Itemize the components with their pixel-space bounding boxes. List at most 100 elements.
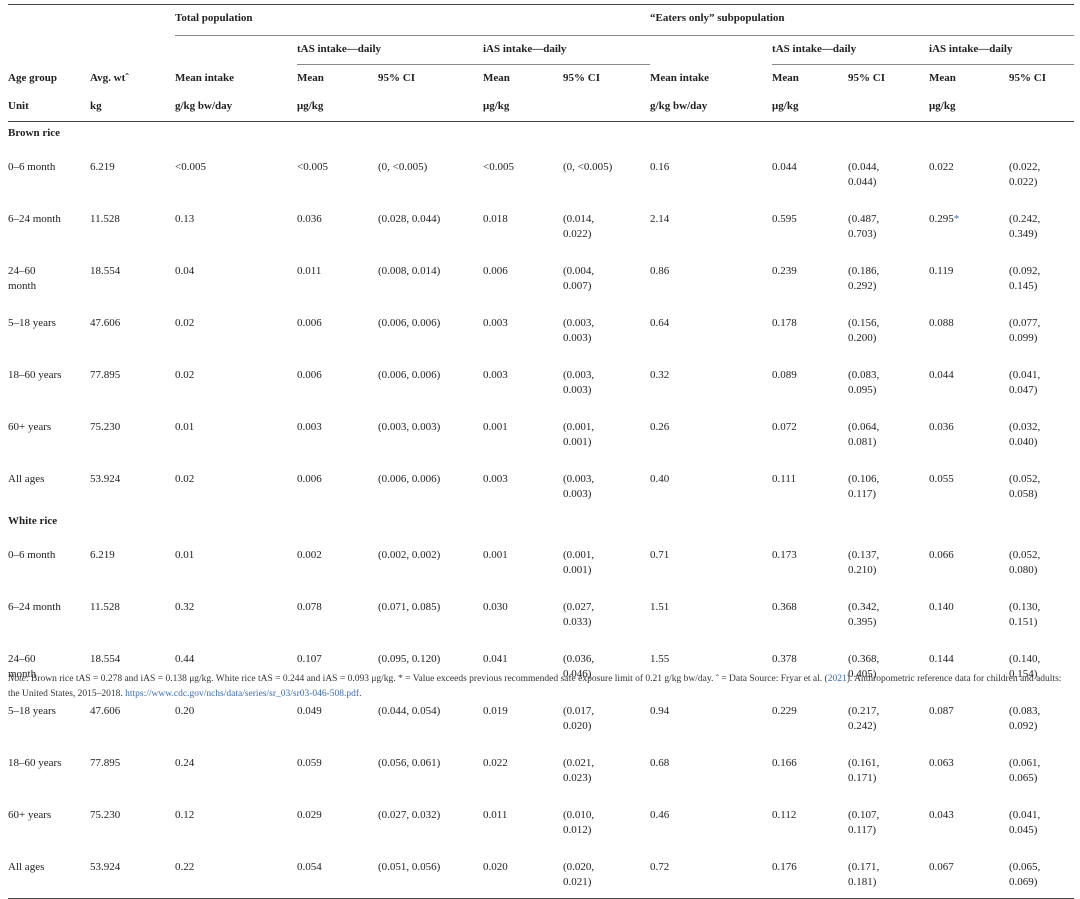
total-ias-ci-value: (0.001, 0.001) — [563, 421, 595, 448]
header-total-population: Total population — [175, 4, 651, 36]
section-row: White rice — [8, 510, 1074, 534]
note-url-link[interactable]: https://www.cdc.gov/nchs/data/series/sr_… — [125, 689, 360, 699]
note-citation-link[interactable]: 2021 — [827, 674, 847, 684]
eaters-ias-ci-cell: (0.041, 0.047) — [1009, 354, 1074, 406]
age-group-cell: 5–18 years — [8, 302, 90, 354]
eaters-tas-mean-value: 0.072 — [772, 421, 797, 433]
avg-weight-value: 47.606 — [90, 317, 121, 329]
eaters-ias-ci-cell: (0.140, 0.154) — [1009, 638, 1074, 690]
eaters-mean-intake-cell: 0.32 — [650, 354, 772, 406]
total-tas-mean-cell: 0.006 — [297, 458, 378, 510]
eaters-ias-mean-value: 0.140 — [929, 601, 954, 613]
total-tas-ci-cell: (0.071, 0.085) — [378, 586, 483, 638]
total-ias-ci-value: (0.014, 0.022) — [563, 213, 595, 240]
total-ias-ci-cell: (0.003, 0.003) — [563, 458, 650, 510]
avg-weight-value: 18.554 — [90, 265, 121, 277]
eaters-ias-mean-cell: 0.066 — [929, 534, 1009, 586]
eaters-mean-intake-value: 1.51 — [650, 601, 670, 613]
eaters-tas-ci-value: (0.107, 0.117) — [848, 809, 880, 836]
age-group-cell: All ages — [8, 458, 90, 510]
total-ias-mean-value: <0.005 — [483, 161, 514, 173]
eaters-tas-ci-cell: (0.107, 0.117) — [848, 794, 929, 846]
avg-weight-cell: 11.528 — [90, 586, 175, 638]
total-tas-mean-value: <0.005 — [297, 161, 328, 173]
note-text-2: ). Anthropometric reference data for chi… — [8, 674, 1062, 699]
total-ias-ci-cell: (0.010, 0.012) — [563, 794, 650, 846]
total-ias-mean-value: 0.001 — [483, 549, 508, 561]
total-mean-intake-cell: <0.005 — [175, 146, 297, 198]
total-mean-intake-value: <0.005 — [175, 161, 206, 173]
total-tas-ci-value: (0.056, 0.061) — [378, 757, 441, 769]
eaters-mean-intake-value: 0.26 — [650, 421, 670, 433]
age-group-value: 18–60 years — [8, 757, 62, 769]
header-unit: Unit — [8, 100, 29, 112]
table-row: 6–24 month 11.528 0.32 0.078 (0.071, 0.085) 0… — [8, 586, 1074, 638]
table-row: 0–6 month 6.219 0.01 0.002 (0.002, 0.002) 0.0… — [8, 534, 1074, 586]
header-eaters-tas-daily: tAS intake—daily — [772, 35, 930, 65]
total-mean-intake-cell: 0.22 — [175, 846, 297, 899]
eaters-tas-mean-cell: 0.072 — [772, 406, 848, 458]
eaters-tas-ci-value: (0.156, 0.200) — [848, 317, 880, 344]
eaters-ias-mean-value: 0.295 — [929, 213, 954, 225]
header-unit-total-ias: μg/kg — [483, 100, 510, 112]
eaters-tas-mean-cell: 0.178 — [772, 302, 848, 354]
total-tas-mean-value: 0.006 — [297, 473, 322, 485]
total-mean-intake-cell: 0.12 — [175, 794, 297, 846]
eaters-tas-mean-cell: 0.595 — [772, 198, 848, 250]
total-ias-ci-value: (0.027, 0.033) — [563, 601, 595, 628]
total-ias-mean-cell: 0.018 — [483, 198, 563, 250]
avg-weight-value: 18.554 — [90, 653, 121, 665]
table-row: All ages 53.924 0.22 0.054 (0.051, 0.056) 0.0… — [8, 846, 1075, 899]
total-mean-intake-value: 0.01 — [175, 421, 195, 433]
age-group-value: 6–24 month — [8, 601, 61, 613]
header-unit-eaters-intake: g/kg bw/day — [650, 100, 708, 112]
total-tas-mean-cell: 0.054 — [297, 846, 378, 899]
eaters-tas-mean-cell: 0.378 — [772, 638, 848, 690]
total-tas-mean-cell: 0.036 — [297, 198, 378, 250]
eaters-tas-ci-value: (0.083, 0.095) — [848, 369, 880, 396]
eaters-mean-intake-value: 0.40 — [650, 473, 670, 485]
header-unit-total-tas: μg/kg — [297, 100, 324, 112]
eaters-tas-ci-cell: (0.064, 0.081) — [848, 406, 929, 458]
eaters-tas-mean-cell: 0.166 — [772, 742, 848, 794]
section-row: Brown rice — [8, 122, 1074, 147]
total-ias-mean-value: 0.020 — [483, 861, 508, 873]
age-group-value: 0–6 month — [8, 161, 56, 173]
age-group-value: All ages — [8, 473, 45, 485]
total-mean-intake-value: 0.32 — [175, 601, 195, 613]
header-age-group: Age group — [8, 71, 57, 84]
total-ias-mean-value: 0.018 — [483, 213, 508, 225]
total-tas-mean-value: 0.078 — [297, 601, 322, 613]
eaters-ias-ci-value: (0.041, 0.045) — [1009, 809, 1041, 836]
total-ias-ci-cell: (0.001, 0.001) — [563, 406, 650, 458]
eaters-ias-mean-value: 0.088 — [929, 317, 954, 329]
header-total-ias-mean: Mean — [483, 72, 510, 84]
table-row: 24–60 month 18.554 0.44 0.107 (0.095, 0.120)… — [8, 638, 1074, 690]
eaters-tas-mean-cell: 0.239 — [772, 250, 848, 302]
eaters-tas-ci-cell: (0.186, 0.292) — [848, 250, 929, 302]
total-tas-mean-value: 0.006 — [297, 369, 322, 381]
total-mean-intake-value: 0.02 — [175, 369, 195, 381]
header-avg-wt: Avg. wtˆ — [90, 71, 129, 84]
age-group-cell: All ages — [8, 846, 90, 899]
total-tas-mean-value: 0.006 — [297, 317, 322, 329]
eaters-ias-mean-cell: 0.088 — [929, 302, 1009, 354]
total-tas-ci-value: (0.003, 0.003) — [378, 421, 441, 433]
total-tas-ci-cell: (0.051, 0.056) — [378, 846, 483, 899]
eaters-tas-ci-value: (0.137, 0.210) — [848, 549, 880, 576]
avg-weight-value: 53.924 — [90, 861, 121, 873]
total-tas-mean-cell: 0.059 — [297, 742, 378, 794]
age-group-value: 60+ years — [8, 421, 52, 433]
age-group-cell: 24–60 month — [8, 250, 90, 302]
total-mean-intake-value: 0.04 — [175, 265, 195, 277]
eaters-tas-ci-value: (0.368, 0.405) — [848, 653, 880, 680]
header-eaters-ias-daily: iAS intake—daily — [929, 35, 1075, 65]
eaters-tas-mean-cell: 0.089 — [772, 354, 848, 406]
eaters-ias-mean-cell: 0.119 — [929, 250, 1009, 302]
eaters-tas-ci-cell: (0.137, 0.210) — [848, 534, 929, 586]
eaters-tas-mean-value: 0.229 — [772, 705, 797, 717]
total-ias-ci-value: (0.021, 0.023) — [563, 757, 595, 784]
total-ias-mean-value: 0.041 — [483, 653, 508, 665]
eaters-ias-ci-cell: (0.032, 0.040) — [1009, 406, 1074, 458]
avg-weight-value: 47.606 — [90, 705, 121, 717]
